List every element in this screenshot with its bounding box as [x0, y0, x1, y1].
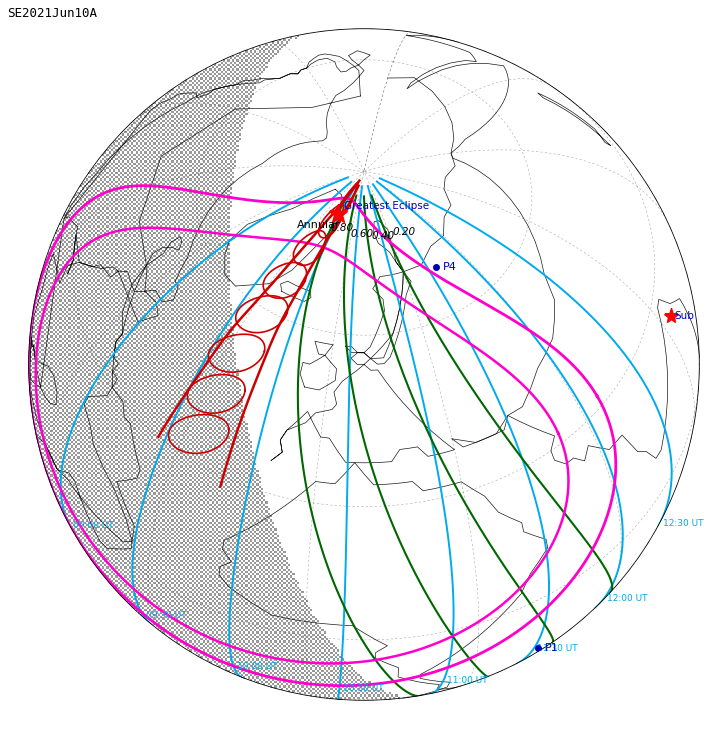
Text: Annular: Annular [297, 219, 341, 230]
Text: SE2021Jun10A: SE2021Jun10A [7, 7, 98, 20]
Text: 09:00 UT: 09:00 UT [73, 521, 114, 531]
Text: 0.80: 0.80 [331, 224, 354, 233]
Text: 0.40: 0.40 [372, 230, 395, 241]
Text: 11:00 UT: 11:00 UT [446, 677, 487, 685]
Text: 12:30 UT: 12:30 UT [663, 519, 704, 528]
Text: 0.20: 0.20 [392, 227, 416, 238]
Text: 0.60: 0.60 [351, 229, 373, 239]
Text: 10:00 UT: 10:00 UT [237, 661, 277, 671]
Text: 11:30 UT: 11:30 UT [537, 644, 577, 653]
Text: P4: P4 [443, 262, 457, 272]
Text: Greatest Eclipse: Greatest Eclipse [344, 201, 430, 211]
Circle shape [28, 28, 700, 701]
Text: 09:30 UT: 09:30 UT [146, 611, 187, 620]
Text: 12:00 UT: 12:00 UT [607, 594, 648, 603]
Text: 10:30 UT: 10:30 UT [343, 684, 384, 693]
Text: Sub: Sub [675, 311, 695, 321]
Text: P1: P1 [545, 644, 558, 653]
